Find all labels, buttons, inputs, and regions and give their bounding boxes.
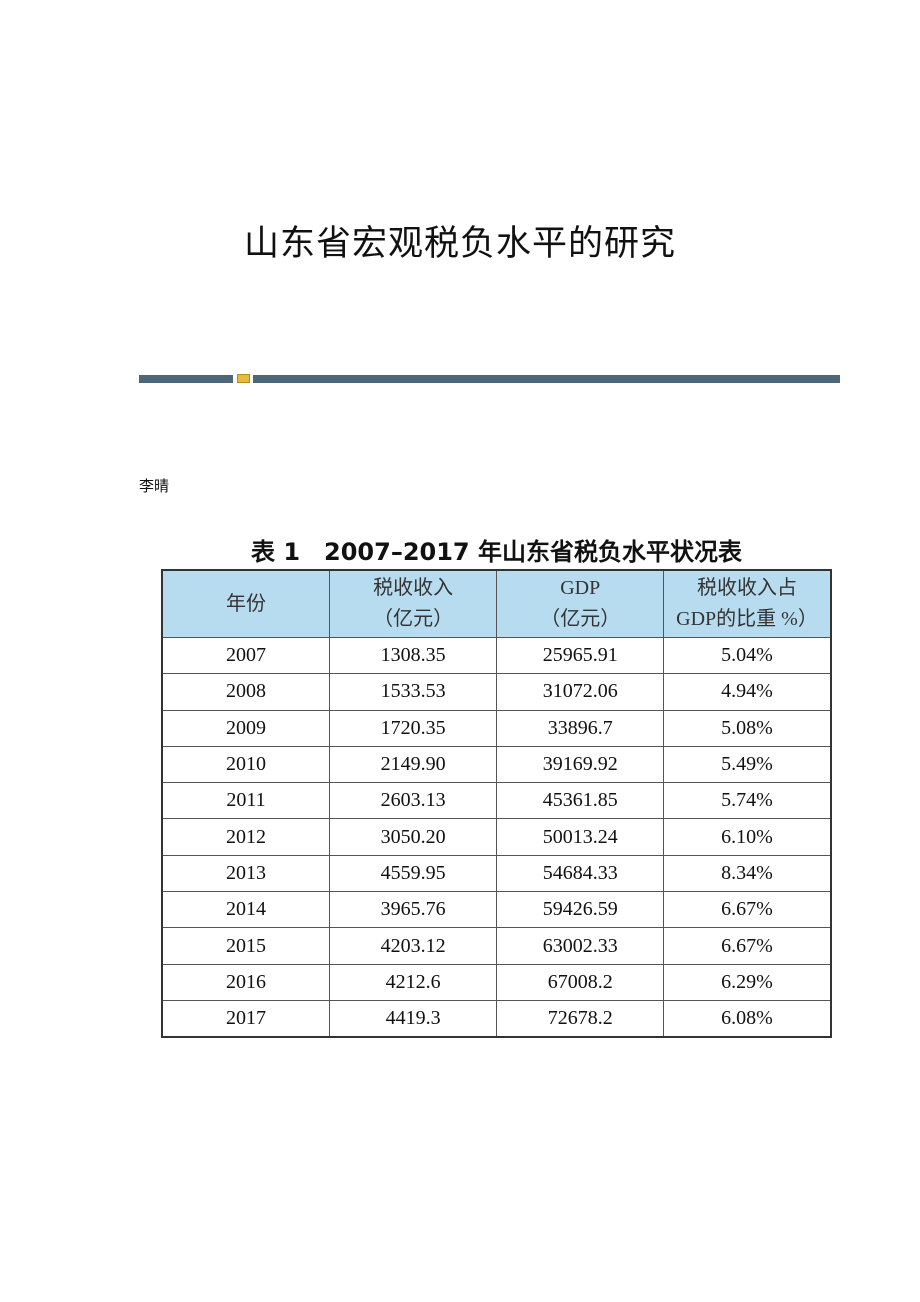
table-cell: 1533.53 bbox=[328, 673, 498, 711]
table-cell: 63002.33 bbox=[496, 927, 664, 965]
table-cell: 5.08% bbox=[663, 709, 832, 747]
table-row: 2009 1720.35 33896.7 5.08% bbox=[161, 709, 832, 747]
header-line: 年份 bbox=[225, 592, 266, 615]
table-cell: 2012 bbox=[161, 818, 330, 856]
table-cell: 25965.91 bbox=[496, 636, 664, 675]
header-cell: 税收收入占 GDP的比重 %） bbox=[663, 569, 832, 638]
table-row: 2010 2149.90 39169.92 5.49% bbox=[161, 745, 832, 784]
table-cell: 2013 bbox=[161, 854, 330, 893]
divider-icon bbox=[233, 372, 253, 385]
data-table: 年份 税收收入 （亿元） GDP （亿元） 税收收入占 GDP的比重 %） 2007 1308… bbox=[161, 569, 832, 1039]
table-cell: 4.94% bbox=[663, 673, 832, 711]
table-cell: 2149.90 bbox=[328, 745, 498, 784]
doc-title: 山东省宏观税负水平的研究 bbox=[243, 224, 676, 264]
table-row: 2013 4559.95 54684.33 8.34% bbox=[161, 854, 832, 893]
table-cell: 6.29% bbox=[663, 963, 832, 1001]
table-cell: 3965.76 bbox=[328, 891, 498, 929]
header-cell: 税收收入 （亿元） bbox=[328, 569, 498, 638]
table-cell: 6.67% bbox=[663, 891, 832, 929]
table-cell: 2011 bbox=[161, 782, 330, 820]
table-row: 2012 3050.20 50013.24 6.10% bbox=[161, 818, 832, 856]
header-row: 年份 税收收入 （亿元） GDP （亿元） 税收收入占 GDP的比重 %） bbox=[161, 569, 832, 638]
divider bbox=[139, 375, 840, 383]
table-cell: 6.67% bbox=[663, 927, 832, 965]
table-cell: 4559.95 bbox=[328, 854, 498, 893]
table-cell: 4419.3 bbox=[328, 999, 498, 1038]
table-cell: 6.08% bbox=[663, 999, 832, 1038]
table-cell: 2008 bbox=[161, 673, 330, 711]
table-cell: 50013.24 bbox=[496, 818, 664, 856]
table-cell: 1720.35 bbox=[328, 709, 498, 747]
table-cell: 2603.13 bbox=[328, 782, 498, 820]
header-cell: 年份 bbox=[161, 569, 330, 638]
header-line: （亿元） bbox=[540, 608, 621, 630]
table-cell: 2010 bbox=[161, 745, 330, 784]
table-cell: 33896.7 bbox=[496, 709, 664, 747]
table-cell: 1308.35 bbox=[328, 636, 498, 675]
header-cell: GDP （亿元） bbox=[496, 569, 664, 638]
table-row: 2008 1533.53 31072.06 4.94% bbox=[161, 673, 832, 711]
table-cell: 5.74% bbox=[663, 782, 832, 820]
table-row: 2011 2603.13 45361.85 5.74% bbox=[161, 782, 832, 820]
table-row: 2016 4212.6 67008.2 6.29% bbox=[161, 963, 832, 1001]
table-cell: 54684.33 bbox=[496, 854, 664, 893]
table-cell: 5.04% bbox=[663, 636, 832, 675]
table-cell: 6.10% bbox=[663, 818, 832, 856]
table-cell: 2014 bbox=[161, 891, 330, 929]
table-row: 2017 4419.3 72678.2 6.08% bbox=[161, 999, 832, 1038]
table-cell: 3050.20 bbox=[328, 818, 498, 856]
table-cell: 72678.2 bbox=[496, 999, 664, 1038]
author: 李晴 bbox=[139, 477, 170, 495]
table-cell: 39169.92 bbox=[496, 745, 664, 784]
table-row: 2015 4203.12 63002.33 6.67% bbox=[161, 927, 832, 965]
header-line: 税收收入 bbox=[373, 577, 454, 599]
table-caption: 表 1 2007–2017 年山东省税负水平状况表 bbox=[250, 538, 742, 566]
header-line: （亿元） bbox=[373, 608, 454, 630]
table-cell: 31072.06 bbox=[496, 673, 664, 711]
header-line: 税收收入占 bbox=[697, 577, 797, 599]
table-cell: 4212.6 bbox=[328, 963, 498, 1001]
table-cell: 4203.12 bbox=[328, 927, 498, 965]
table-row: 2007 1308.35 25965.91 5.04% bbox=[161, 636, 832, 675]
table-cell: 2009 bbox=[161, 709, 330, 747]
table-cell: 2015 bbox=[161, 927, 330, 965]
table-cell: 2007 bbox=[161, 636, 330, 675]
table-cell: 5.49% bbox=[663, 745, 832, 784]
table-cell: 67008.2 bbox=[496, 963, 664, 1001]
table-cell: 8.34% bbox=[663, 854, 832, 893]
table-cell: 45361.85 bbox=[496, 782, 664, 820]
header-line: GDP bbox=[560, 577, 601, 599]
table-cell: 59426.59 bbox=[496, 891, 664, 929]
table-cell: 2017 bbox=[161, 999, 330, 1038]
table-cell: 2016 bbox=[161, 963, 330, 1001]
table-row: 2014 3965.76 59426.59 6.67% bbox=[161, 891, 832, 929]
header-line: GDP的比重 %） bbox=[676, 608, 818, 630]
